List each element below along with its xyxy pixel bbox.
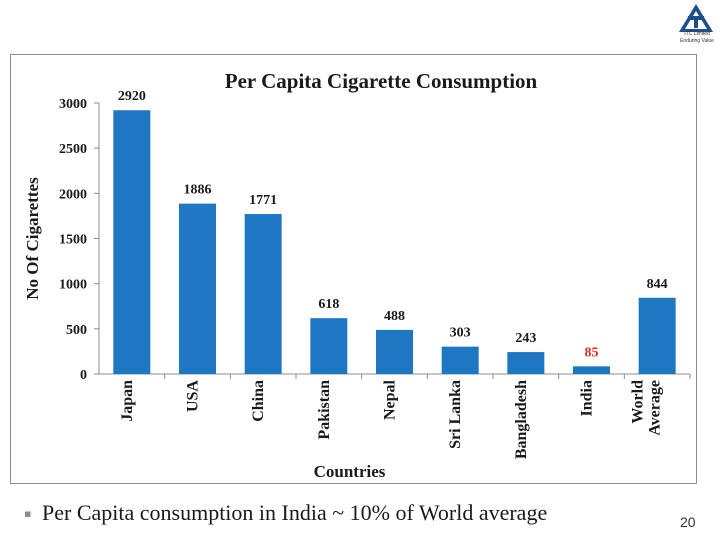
data-label: 1771 [249, 193, 277, 208]
logo-company-name: ITC Limited [684, 31, 710, 37]
itc-logo-icon [679, 4, 713, 32]
y-tick-label: 1000 [59, 278, 87, 293]
bar [179, 203, 216, 374]
bar [310, 318, 348, 374]
y-tick-label: 2000 [59, 187, 87, 202]
bar [244, 214, 282, 374]
bar [376, 329, 413, 374]
bar [441, 346, 479, 374]
bar-chart: Per Capita Cigarette Consumption 0 500 1000… [23, 69, 691, 481]
x-tick-label: China [250, 380, 267, 422]
y-tick-label: 0 [80, 368, 87, 383]
data-label: 85 [585, 345, 599, 360]
chart-frame: Per Capita Cigarette Consumption 0 500 1000… [10, 54, 697, 484]
logo-tagline: Enduring Value [680, 38, 714, 44]
x-tick-label: USA [185, 380, 202, 412]
data-label: 844 [647, 277, 668, 292]
page-number: 20 [680, 514, 696, 530]
footer-note: Per Capita consumption in India ~ 10% of… [42, 500, 548, 525]
data-label: 303 [450, 326, 471, 341]
bar [507, 352, 545, 374]
bullet-icon: ▪ [24, 507, 32, 520]
x-tick-label: Bangladesh [513, 380, 530, 459]
y-tick-label: 3000 [59, 97, 87, 112]
x-tick-label: Japan [119, 380, 136, 422]
y-tick-label: 1500 [59, 233, 87, 248]
bar [113, 110, 151, 374]
data-label: 243 [515, 331, 536, 346]
y-tick-label: 2500 [59, 142, 87, 157]
x-tick-label: Average [647, 380, 664, 436]
y-axis-label: No Of Cigarettes [23, 177, 42, 300]
x-tick-label: Nepal [382, 379, 399, 420]
data-label: 1886 [184, 183, 212, 198]
x-tick-label: Sri Lanka [447, 380, 464, 449]
x-tick-label: World [630, 380, 647, 424]
bar [638, 297, 676, 374]
x-tick-label: India [579, 380, 596, 416]
x-tick-label: Pakistan [316, 380, 333, 440]
x-axis-label: Countries [314, 462, 386, 481]
chart-title: Per Capita Cigarette Consumption [225, 69, 538, 93]
data-label: 2920 [118, 89, 146, 104]
bar [573, 366, 610, 374]
data-label: 618 [318, 297, 339, 312]
data-label: 488 [384, 309, 405, 324]
y-tick-label: 500 [66, 323, 87, 338]
